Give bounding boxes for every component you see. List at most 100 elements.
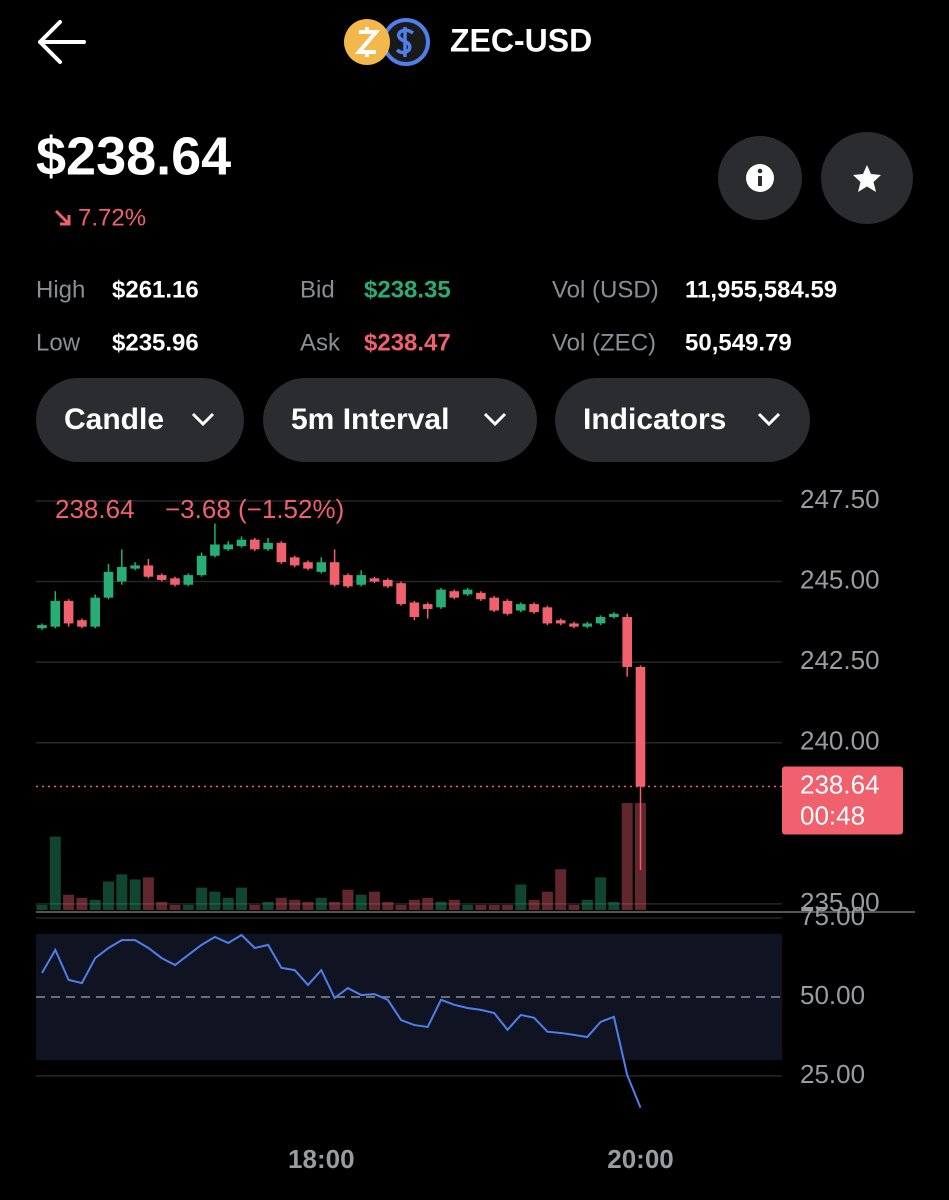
candle-body xyxy=(582,623,593,627)
candle-body xyxy=(635,666,646,787)
volume-bar xyxy=(595,877,607,910)
candle-body xyxy=(343,575,353,587)
volume-bar xyxy=(581,899,593,910)
stat-value: 50,549.79 xyxy=(685,329,792,356)
volume-bar xyxy=(275,897,287,910)
volume-bar xyxy=(462,904,474,910)
candle-body xyxy=(609,613,619,617)
candle-body xyxy=(529,604,539,613)
y-tick-label: 235.00 xyxy=(800,887,880,917)
stat-value: 11,955,584.59 xyxy=(685,276,837,303)
zec-glyph xyxy=(354,27,381,57)
star-icon xyxy=(853,165,881,192)
volume-bar xyxy=(169,904,181,910)
candle-body xyxy=(37,625,47,629)
y-tick-label: 247.50 xyxy=(800,484,880,514)
volume-bar xyxy=(302,901,314,910)
candle-body xyxy=(569,623,579,627)
candle-body xyxy=(196,555,207,576)
volume-bar xyxy=(382,901,394,910)
candle-body xyxy=(63,600,74,624)
candle-body xyxy=(396,583,406,605)
candle-body xyxy=(263,542,273,550)
volume-bar xyxy=(422,897,434,910)
volume-bar xyxy=(515,884,527,910)
rsi-line xyxy=(41,933,642,1109)
volume-bar xyxy=(209,891,221,910)
chart-type-dropdown[interactable]: Candle xyxy=(36,378,244,462)
candle-body xyxy=(170,578,180,585)
candle-body xyxy=(436,589,446,608)
candle-body xyxy=(276,542,287,563)
candle-body xyxy=(223,544,233,550)
info-stem xyxy=(758,176,762,186)
stat-label: Low xyxy=(36,329,81,356)
volume-bar xyxy=(262,901,274,910)
info-button[interactable] xyxy=(718,136,802,220)
candle-body xyxy=(383,579,393,587)
volume-bar xyxy=(129,879,141,910)
candle-body xyxy=(77,620,87,627)
volume-bar xyxy=(528,899,540,910)
session-change: −3.68 (−1.52%) xyxy=(165,494,344,524)
back-button[interactable] xyxy=(38,20,86,64)
candle-body xyxy=(90,597,100,627)
volume-bar xyxy=(608,901,620,910)
y-tick-label: 25.00 xyxy=(800,1059,865,1089)
pill-label: 5m Interval xyxy=(291,403,449,436)
chevron xyxy=(191,412,215,427)
candle-body xyxy=(369,578,380,582)
volume-bar xyxy=(196,887,208,910)
candle-body xyxy=(303,562,313,569)
candle-body xyxy=(329,562,340,585)
pill xyxy=(36,378,244,462)
candle-body xyxy=(542,607,553,624)
volume-bar xyxy=(475,904,487,910)
volume-bar xyxy=(89,899,101,910)
pill xyxy=(263,378,537,462)
volume-bar xyxy=(236,887,247,910)
volume-bar xyxy=(116,874,128,910)
y-tick-label: 50.00 xyxy=(800,980,865,1010)
candle-body xyxy=(183,575,194,585)
indicators-dropdown[interactable]: Indicators xyxy=(555,378,810,462)
down-arrow xyxy=(54,209,71,226)
volume-bar xyxy=(541,891,553,910)
favorite-button[interactable] xyxy=(821,132,913,224)
volume-bar xyxy=(222,897,234,910)
stat-value: $238.47 xyxy=(364,329,451,356)
volume-bar xyxy=(435,901,447,910)
pill-label: Candle xyxy=(64,403,164,436)
stat-label: Ask xyxy=(300,329,341,356)
candle-body xyxy=(117,567,127,582)
usd-glyph xyxy=(395,27,415,57)
candle-body xyxy=(156,575,167,580)
candle-body xyxy=(210,544,220,556)
pill-label: Indicators xyxy=(583,403,726,436)
interval-dropdown[interactable]: 5m Interval xyxy=(263,378,537,462)
volume-bar xyxy=(142,877,154,910)
candle-body xyxy=(289,557,300,566)
volume-bar xyxy=(63,894,75,910)
volume-bar xyxy=(555,869,567,910)
candle-body xyxy=(555,620,566,624)
candle-body xyxy=(622,616,632,667)
price-tag-label: 238.64 xyxy=(800,769,880,799)
candle-body xyxy=(103,571,114,598)
y-tick-label: 240.00 xyxy=(800,726,880,756)
candle-body xyxy=(50,600,61,627)
volume-bar xyxy=(315,897,327,910)
back-arrow xyxy=(38,20,86,64)
pill xyxy=(555,378,810,462)
volume-bar xyxy=(488,904,500,910)
volume-bar xyxy=(395,904,407,910)
candle-body xyxy=(422,604,433,609)
candle-body xyxy=(476,592,486,600)
candle-body xyxy=(502,600,513,614)
last-price: 238.64 xyxy=(55,494,135,524)
chevron xyxy=(483,412,507,427)
stat-value: $238.35 xyxy=(364,276,451,303)
